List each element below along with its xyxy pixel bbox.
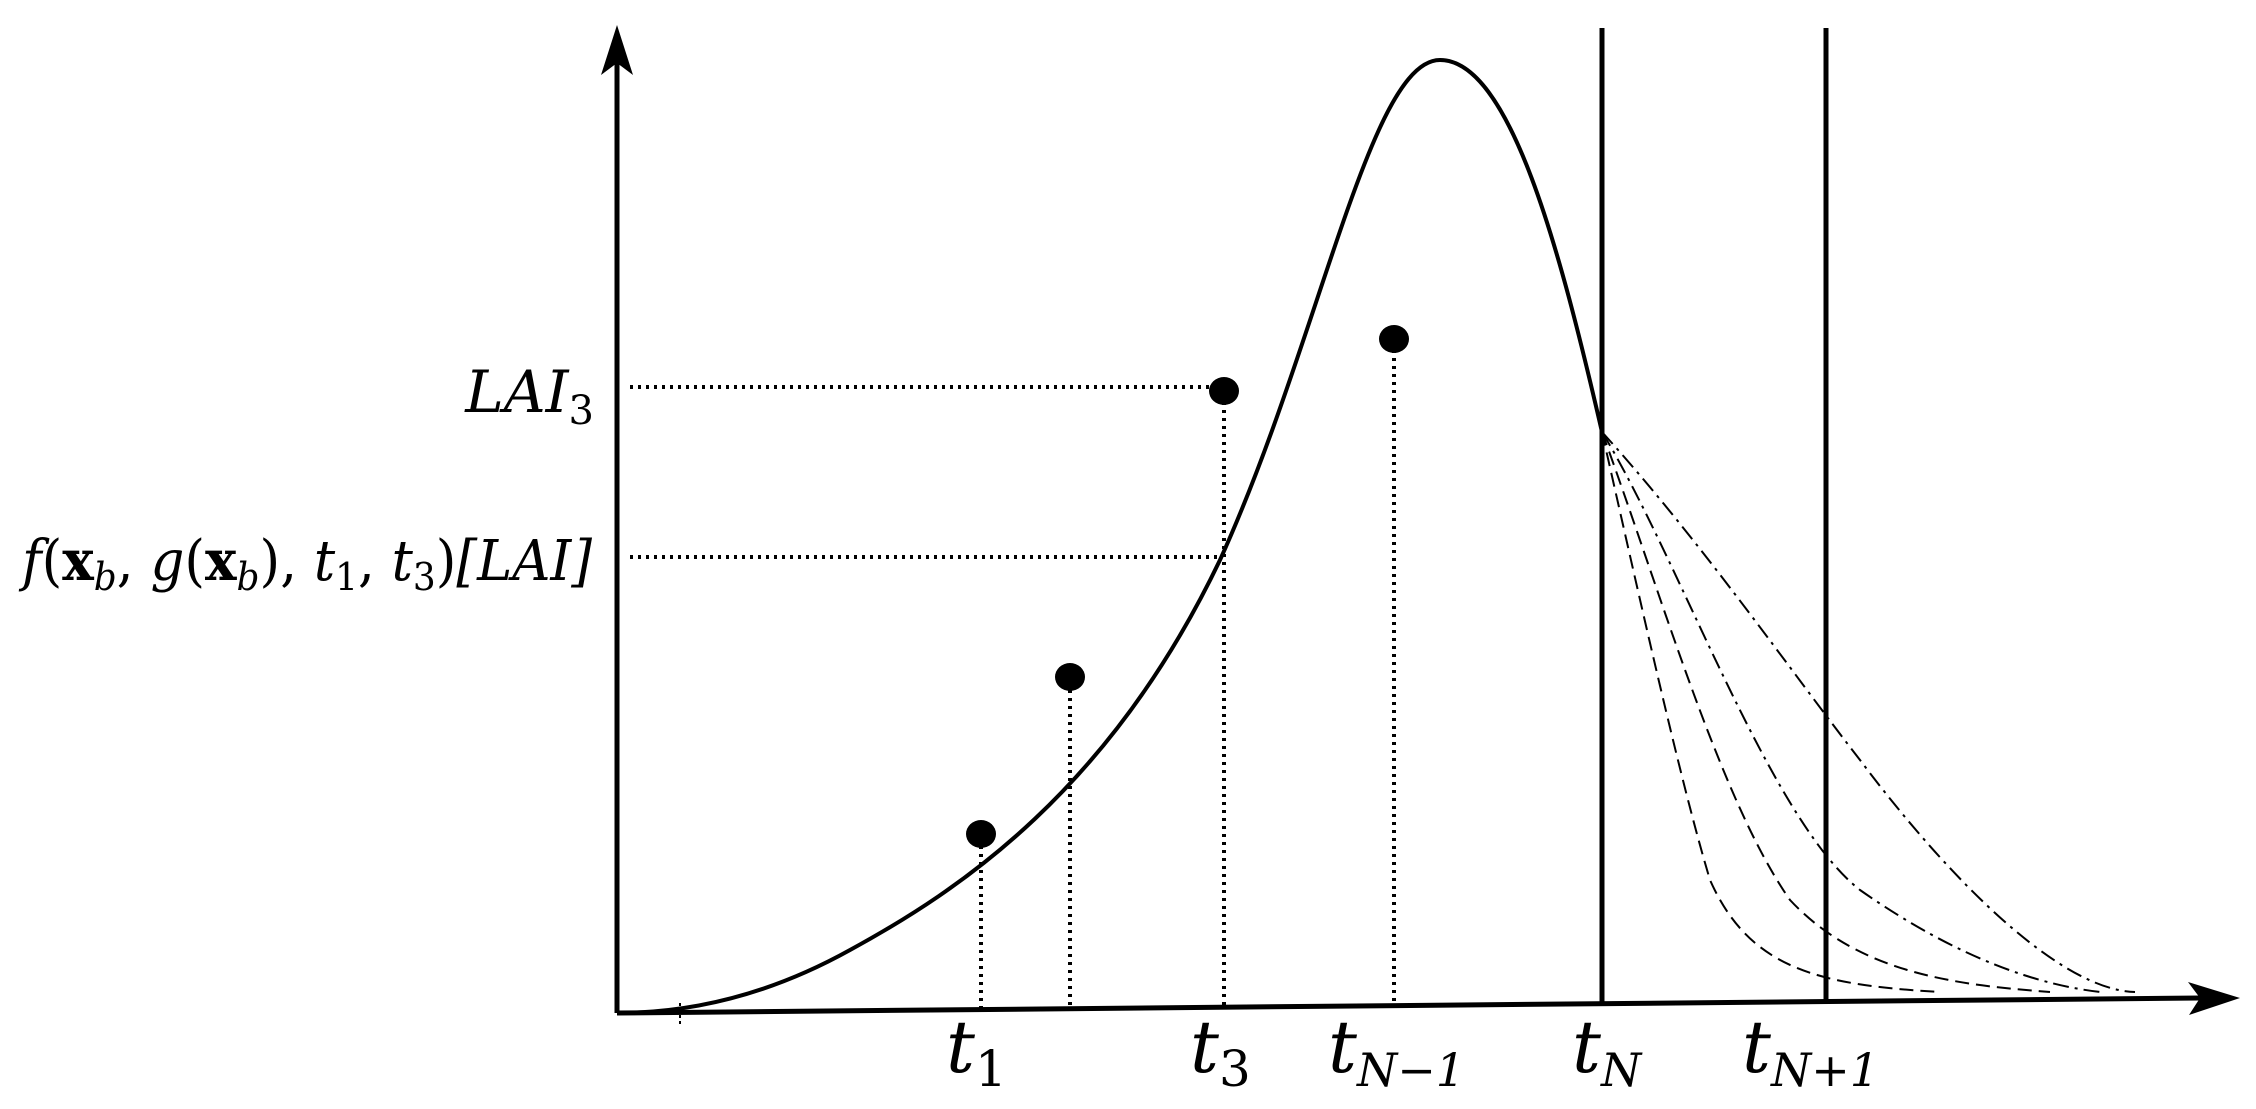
forecast-curve-3 bbox=[1601, 431, 2101, 993]
x-axis bbox=[616, 995, 2201, 1016]
lai-model-curve bbox=[616, 57, 1604, 1015]
x-label-t1: t1 bbox=[946, 1005, 1007, 1098]
forecast-curve-2 bbox=[1601, 431, 2051, 993]
observation-point-t1 bbox=[966, 820, 996, 848]
observation-point-t2 bbox=[1055, 663, 1085, 691]
y-label-model-lai: f(xb, g(xb), t1, t3)[LAI] bbox=[18, 528, 592, 599]
x-axis-arrowhead bbox=[2188, 982, 2240, 1015]
y-label-lai3: LAI3 bbox=[464, 358, 594, 434]
x-label-tN: tN bbox=[1572, 1005, 1643, 1097]
x-label-tN-1: tN−1 bbox=[1328, 1005, 1465, 1097]
forecast-curve-1 bbox=[1601, 431, 1941, 993]
x-label-tN+1: tN+1 bbox=[1742, 1005, 1879, 1097]
observation-point-t3 bbox=[1209, 377, 1239, 405]
x-label-t3: t3 bbox=[1190, 1005, 1251, 1098]
forecast-curve-4 bbox=[1601, 431, 2136, 993]
y-axis-arrowhead bbox=[601, 25, 633, 75]
observation-point-tN1 bbox=[1379, 325, 1409, 353]
